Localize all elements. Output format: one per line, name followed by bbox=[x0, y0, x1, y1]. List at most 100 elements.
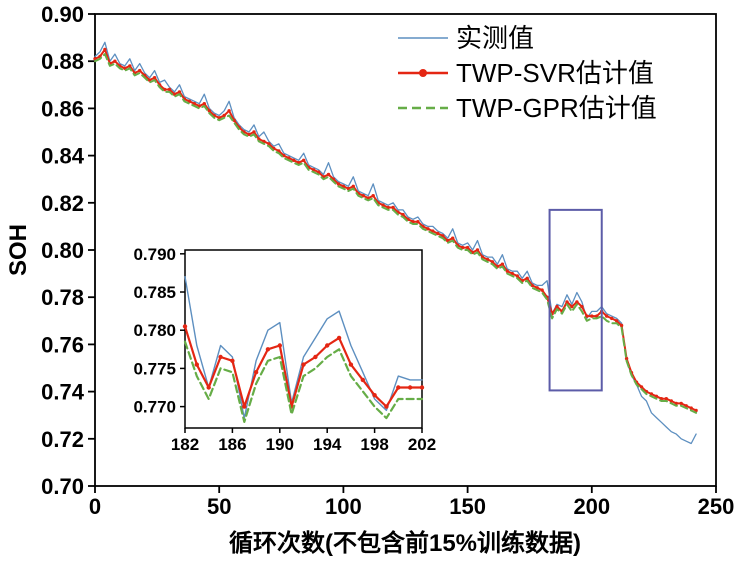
series-marker bbox=[207, 109, 211, 113]
series-marker bbox=[103, 47, 107, 52]
series-marker bbox=[360, 377, 365, 383]
series-marker bbox=[267, 142, 271, 146]
series-marker bbox=[172, 92, 177, 96]
legend-label-measured: 实测值 bbox=[456, 23, 534, 53]
y-tick-label: 0.78 bbox=[41, 285, 84, 310]
series-marker bbox=[222, 113, 226, 118]
series-marker bbox=[182, 324, 188, 329]
twp-svr-marker-sample bbox=[419, 69, 427, 77]
x-tick-label: 250 bbox=[698, 494, 735, 519]
series-marker bbox=[113, 59, 117, 63]
y-tick-label: 0.82 bbox=[41, 191, 84, 216]
series-marker bbox=[313, 354, 318, 360]
y-axis-label: SOH bbox=[5, 224, 32, 276]
series-marker bbox=[669, 399, 673, 403]
legend-label-twp-gpr: TWP-GPR估计值 bbox=[456, 93, 657, 123]
series-marker bbox=[485, 257, 490, 262]
x-tick-label: 150 bbox=[449, 494, 486, 519]
y-tick-label: 0.70 bbox=[41, 474, 84, 499]
series-marker bbox=[525, 276, 529, 280]
legend-item-twp-svr: TWP-SVR估计值 bbox=[398, 58, 654, 88]
series-marker bbox=[253, 370, 259, 375]
series-marker bbox=[93, 57, 97, 61]
series-marker bbox=[419, 385, 425, 390]
series-marker bbox=[202, 102, 206, 106]
y-tick-label: 0.76 bbox=[41, 332, 84, 357]
series-marker bbox=[326, 172, 331, 177]
series-marker bbox=[555, 304, 559, 309]
series-marker bbox=[639, 385, 644, 389]
series-marker bbox=[292, 158, 296, 162]
series-line-inset-0 bbox=[184, 276, 423, 419]
series-marker bbox=[431, 229, 435, 233]
legend-label-twp-svr: TWP-SVR估计值 bbox=[456, 58, 654, 88]
series-marker bbox=[325, 343, 330, 348]
series-marker bbox=[206, 385, 211, 390]
main-series bbox=[93, 41, 698, 445]
series-marker bbox=[128, 64, 132, 68]
series-marker bbox=[570, 304, 574, 309]
series-marker bbox=[381, 203, 385, 207]
inset-frame bbox=[184, 249, 423, 429]
series-marker bbox=[515, 274, 519, 278]
series-marker bbox=[624, 356, 629, 361]
series-marker bbox=[277, 343, 282, 348]
series-marker bbox=[384, 404, 389, 409]
series-marker bbox=[540, 288, 544, 292]
series-marker bbox=[689, 406, 693, 410]
series-marker bbox=[187, 99, 192, 104]
series-marker bbox=[614, 319, 619, 323]
series-marker bbox=[475, 248, 480, 252]
series-marker bbox=[441, 234, 445, 238]
series-marker bbox=[407, 385, 413, 390]
series-marker bbox=[351, 184, 355, 188]
y-tick-label: 0.72 bbox=[41, 427, 84, 452]
series-marker bbox=[500, 262, 505, 266]
series-marker bbox=[194, 362, 199, 367]
series-marker bbox=[372, 393, 377, 398]
series-marker bbox=[436, 231, 440, 236]
series-marker bbox=[580, 304, 584, 309]
inset-y-tick-label: 0.770 bbox=[133, 398, 176, 417]
series-marker bbox=[386, 205, 390, 210]
series-marker bbox=[664, 397, 668, 401]
y-tick-label: 0.90 bbox=[41, 2, 84, 27]
series-marker bbox=[396, 385, 401, 390]
series-marker bbox=[426, 227, 430, 231]
series-marker bbox=[252, 130, 256, 134]
series-marker bbox=[465, 245, 470, 250]
series-marker bbox=[265, 347, 271, 352]
zoom-rect bbox=[548, 208, 603, 392]
series-marker bbox=[679, 401, 683, 406]
inset-x-tick-label: 202 bbox=[408, 435, 436, 454]
x-tick-label: 0 bbox=[89, 494, 101, 519]
series-marker bbox=[138, 68, 142, 73]
series-line-main-0 bbox=[94, 41, 697, 445]
series-marker bbox=[654, 394, 659, 398]
inset-x-tick-label: 198 bbox=[360, 435, 388, 454]
series-marker bbox=[530, 283, 534, 288]
legend: 实测值 TWP-SVR估计值 TWP-GPR估计值 bbox=[398, 23, 657, 123]
series-marker bbox=[316, 170, 321, 174]
inset-y-tick-label: 0.785 bbox=[133, 283, 176, 302]
zoom-region-box bbox=[548, 208, 603, 392]
y-tick-label: 0.74 bbox=[41, 380, 85, 405]
y-tick-label: 0.80 bbox=[41, 238, 84, 263]
main-axes: 0 50 100 150 200 250 0.70 0.72 0.74 0.76 0.78 0.80 0… bbox=[41, 2, 734, 519]
series-marker bbox=[590, 314, 594, 318]
x-tick-label: 200 bbox=[573, 494, 610, 519]
series-marker bbox=[348, 362, 354, 367]
inset-x-tick-label: 182 bbox=[171, 435, 199, 454]
series-marker bbox=[336, 335, 342, 341]
series-marker bbox=[242, 404, 247, 409]
series-marker bbox=[167, 87, 172, 92]
inset-y-tick-label: 0.780 bbox=[133, 321, 176, 340]
series-marker bbox=[227, 109, 231, 113]
series-marker bbox=[619, 323, 624, 328]
inset-plot: 182 186 190 194 198 202 0.770 0.775 0.780 0.785 0.… bbox=[133, 245, 436, 454]
series-marker bbox=[232, 118, 236, 122]
series-marker bbox=[371, 194, 375, 198]
inset-x-tick-label: 186 bbox=[218, 435, 246, 454]
y-tick-label: 0.84 bbox=[41, 144, 85, 169]
